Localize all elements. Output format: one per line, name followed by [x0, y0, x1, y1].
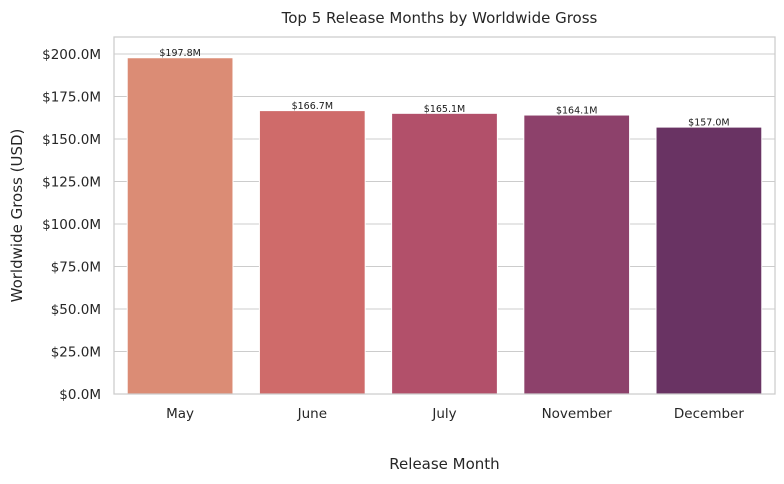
y-tick-label: $75.0M: [51, 260, 101, 276]
plot-frame: [113, 36, 776, 395]
bar: [523, 114, 631, 395]
data-labels: $197.8M $166.7M $165.1M $164.1M $157.0M: [159, 48, 729, 128]
y-axis-label: Worldwide Gross (USD): [8, 129, 26, 303]
bar-value-label: $164.1M: [556, 106, 597, 117]
y-tick-label: $0.0M: [59, 387, 101, 403]
y-tick-label: $150.0M: [42, 132, 101, 148]
x-tick-label: May: [166, 406, 194, 422]
bar-value-label: $165.1M: [424, 104, 465, 115]
bar-value-label: $166.7M: [292, 101, 333, 112]
y-tick-label: $50.0M: [51, 302, 101, 318]
bars: [126, 57, 763, 395]
y-tick-label: $25.0M: [51, 345, 101, 361]
x-tick-label: December: [674, 406, 744, 422]
x-tick-label: June: [297, 406, 327, 422]
x-axis-label: Release Month: [389, 455, 499, 473]
y-axis-ticks: $0.0M $25.0M $50.0M $75.0M $100.0M $125.0M $15…: [42, 47, 101, 403]
y-tick-label: $200.0M: [42, 47, 101, 63]
chart-title: Top 5 Release Months by Worldwide Gross: [281, 9, 598, 27]
x-axis-ticks: May June July November December: [166, 406, 744, 422]
bar: [258, 110, 366, 395]
x-tick-label: July: [431, 406, 456, 422]
y-tick-label: $175.0M: [42, 90, 101, 106]
bar-value-label: $197.8M: [159, 48, 200, 59]
bar-value-label: $157.0M: [688, 118, 729, 129]
y-tick-label: $125.0M: [42, 175, 101, 191]
y-tick-label: $100.0M: [42, 217, 101, 233]
x-tick-label: November: [542, 406, 613, 422]
bar: [391, 112, 498, 395]
bar: [655, 126, 763, 395]
bar: [126, 57, 234, 395]
